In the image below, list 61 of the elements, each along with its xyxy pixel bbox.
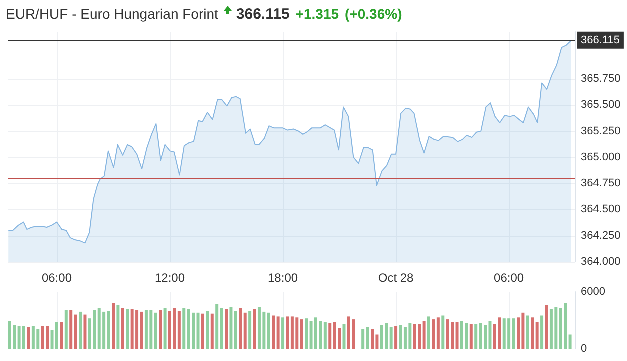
bar xyxy=(390,327,393,349)
y-tick-label: 364.750 xyxy=(581,178,621,190)
bar xyxy=(432,320,436,349)
bar xyxy=(394,326,398,349)
bar xyxy=(422,321,426,349)
bar xyxy=(196,312,200,349)
bar xyxy=(216,304,219,349)
bar xyxy=(164,308,167,349)
x-tick-label: 06:00 xyxy=(42,271,72,285)
bar xyxy=(178,311,181,349)
y-tick-label: 365.500 xyxy=(581,99,621,112)
y-tick-label: 364.250 xyxy=(581,230,621,242)
y-tick-label: 365.750 xyxy=(581,73,621,86)
bar xyxy=(206,311,210,349)
bar xyxy=(428,316,431,349)
y-tick-label: 364.000 xyxy=(581,256,621,268)
bar xyxy=(210,314,214,349)
bar xyxy=(182,308,186,349)
bar xyxy=(121,308,124,349)
bar xyxy=(540,316,544,349)
bar xyxy=(159,310,162,349)
bar xyxy=(126,309,130,349)
ref-line-label: 366.115 xyxy=(581,34,620,46)
x-tick-label: 12:00 xyxy=(154,271,186,285)
bar xyxy=(470,324,473,349)
bar xyxy=(116,305,120,349)
bar xyxy=(112,303,115,349)
bar xyxy=(474,324,478,349)
y-tick-label: 365.250 xyxy=(581,125,621,138)
bar xyxy=(456,322,459,349)
bar xyxy=(536,322,539,349)
text: (+0.36%) xyxy=(345,6,402,22)
y-tick-label: 0 xyxy=(581,343,588,355)
y-tick-label: 364.500 xyxy=(581,204,621,216)
x-tick-label: 18:00 xyxy=(268,271,298,285)
bar xyxy=(512,318,516,349)
text: 366.115 xyxy=(236,6,290,22)
bar xyxy=(60,322,64,349)
bar xyxy=(55,322,58,349)
bar xyxy=(74,314,78,349)
bar xyxy=(107,311,110,349)
bar xyxy=(70,310,73,349)
x-tick-label: 06:00 xyxy=(494,271,524,285)
chart-title: EUR/HUF - Euro Hungarian Forint xyxy=(6,6,218,22)
bar xyxy=(531,318,534,349)
y-tick-label: 6000 xyxy=(581,286,606,298)
bar xyxy=(79,312,82,349)
bar xyxy=(64,310,68,349)
x-tick-label: Oct 28 xyxy=(378,271,414,285)
y-tick-label: 365.000 xyxy=(581,151,621,164)
text: +1.315 xyxy=(296,6,340,22)
bar xyxy=(154,312,158,349)
bar xyxy=(225,309,228,349)
bar xyxy=(201,314,204,349)
bar xyxy=(545,305,548,349)
bar xyxy=(84,314,87,349)
bar xyxy=(526,316,530,349)
bar xyxy=(442,316,445,349)
bar xyxy=(568,334,572,349)
bar xyxy=(436,318,440,349)
bar xyxy=(27,327,30,349)
